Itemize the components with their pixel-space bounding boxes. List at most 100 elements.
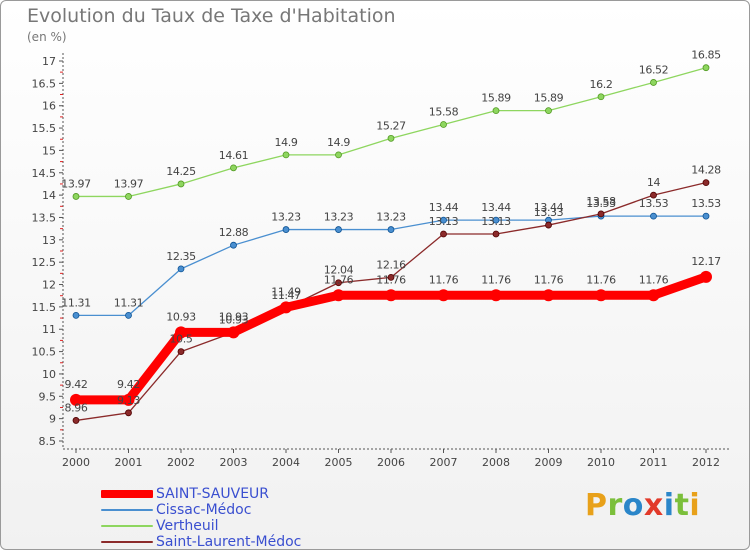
- data-point: [227, 326, 240, 339]
- data-label: 13.23: [376, 211, 406, 224]
- data-label: 15.89: [534, 92, 564, 105]
- data-point: [282, 151, 290, 159]
- data-label: 11.49: [271, 285, 301, 298]
- data-label: 13.13: [481, 215, 511, 228]
- data-point: [440, 230, 447, 238]
- y-tick-label: 11.5: [32, 301, 57, 314]
- logo-letter: r: [607, 488, 623, 523]
- legend-label: SAINT-SAUVEUR: [156, 486, 270, 502]
- data-label: 12.04: [324, 264, 354, 277]
- data-point: [335, 226, 342, 233]
- data-label: 16.85: [691, 49, 721, 62]
- data-point: [650, 191, 657, 199]
- data-point: [125, 409, 132, 417]
- data-label: 13.53: [586, 197, 616, 210]
- data-label: 13.97: [61, 177, 91, 190]
- y-tick-label: 16.5: [32, 77, 57, 90]
- logo-letter: P: [585, 488, 608, 523]
- logo-letter: t: [674, 488, 690, 523]
- data-point: [490, 289, 502, 302]
- data-point: [597, 93, 605, 101]
- y-tick-label: 9: [49, 413, 56, 426]
- y-tick-label: 12: [42, 279, 56, 292]
- data-point: [230, 241, 237, 249]
- x-tick-label: 2001: [115, 456, 143, 469]
- data-point: [387, 134, 395, 142]
- data-point: [702, 212, 710, 220]
- y-tick-label: 14.5: [32, 167, 57, 180]
- data-label: 15.27: [376, 119, 406, 132]
- data-point: [280, 301, 292, 314]
- data-point: [125, 193, 132, 200]
- legend-label: Vertheuil: [156, 518, 219, 534]
- data-point: [650, 79, 657, 86]
- data-label: 14.28: [691, 164, 721, 177]
- y-tick-label: 13: [42, 234, 56, 247]
- y-tick-label: 9.5: [39, 390, 57, 403]
- x-tick-label: 2011: [640, 456, 668, 469]
- data-point: [177, 180, 185, 188]
- data-label: 13.23: [324, 211, 354, 224]
- data-point: [492, 107, 500, 115]
- logo-letter: x: [643, 488, 664, 523]
- x-tick-label: 2000: [62, 456, 90, 469]
- y-tick-label: 15.5: [32, 122, 57, 135]
- data-label: 13.44: [429, 201, 459, 214]
- data-point: [335, 279, 342, 287]
- data-point: [385, 289, 397, 302]
- data-label: 12.88: [219, 226, 249, 239]
- data-label: 10.5: [170, 333, 193, 346]
- proxiti-logo: Proxiti: [585, 488, 700, 523]
- data-point: [650, 212, 657, 220]
- y-tick-label: 11: [42, 323, 56, 336]
- logo-letter: i: [689, 488, 701, 523]
- data-label: 12.17: [691, 255, 721, 268]
- data-label: 8.96: [65, 401, 88, 414]
- data-label: 13.53: [639, 197, 669, 210]
- data-point: [702, 179, 710, 187]
- line-chart: 8.5 9 9.5 10 10.5 11 11.5 12 12.5 13 13.5 14 14.5 15 1…: [32, 49, 729, 469]
- data-point: [647, 289, 660, 302]
- y-tick-label: 8.5: [39, 435, 57, 448]
- y-tick-label: 12.5: [32, 256, 57, 269]
- data-label: 14.9: [275, 136, 298, 149]
- data-label: 14.9: [327, 136, 350, 149]
- data-label: 15.58: [429, 105, 459, 118]
- data-point: [175, 326, 187, 339]
- data-point: [492, 230, 500, 238]
- data-point: [702, 64, 710, 72]
- data-label: 16.52: [639, 63, 669, 76]
- x-tick-label: 2009: [535, 456, 563, 469]
- data-point: [437, 289, 450, 302]
- data-point: [387, 226, 395, 233]
- x-tick-label: 2006: [377, 456, 405, 469]
- data-label: 13.13: [429, 215, 459, 228]
- data-label: 11.76: [586, 273, 616, 286]
- data-label: 10.93: [219, 313, 249, 326]
- data-label: 11.76: [481, 273, 511, 286]
- data-point: [597, 210, 605, 218]
- legend-swatch: [101, 509, 153, 511]
- data-label: 13.33: [534, 206, 564, 219]
- data-point: [542, 289, 555, 302]
- data-point: [335, 151, 342, 159]
- data-label: 9.42: [117, 378, 140, 391]
- x-tick-label: 2010: [587, 456, 615, 469]
- data-label: 9.13: [117, 394, 140, 407]
- data-label: 11.76: [376, 273, 406, 286]
- logo-letter: i: [663, 488, 675, 523]
- data-label: 11.76: [534, 273, 564, 286]
- y-tick-label: 13.5: [32, 211, 57, 224]
- legend-label: Saint-Laurent-Médoc: [156, 534, 302, 550]
- data-label: 14: [647, 176, 661, 189]
- data-point: [122, 393, 135, 406]
- data-label: 13.97: [114, 177, 144, 190]
- data-point: [332, 289, 345, 302]
- data-label: 13.44: [481, 201, 511, 214]
- legend-swatch: [101, 541, 153, 543]
- data-label: 14.61: [219, 149, 249, 162]
- data-point: [700, 270, 712, 283]
- data-label: 11.31: [114, 296, 144, 309]
- legend-swatch: [101, 490, 153, 498]
